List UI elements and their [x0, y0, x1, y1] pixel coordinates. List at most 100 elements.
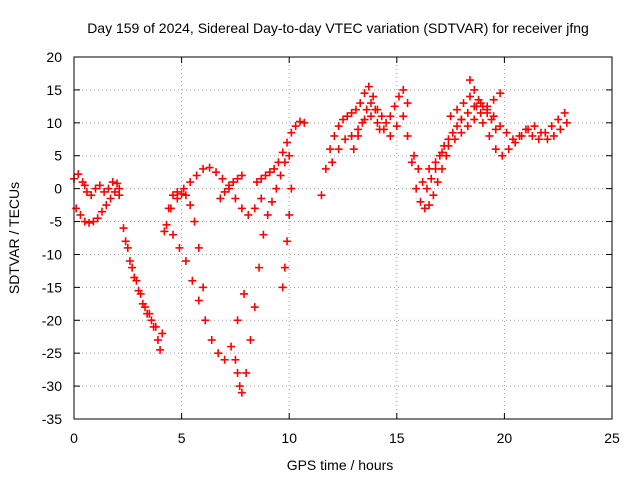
y-tick-label: 0	[54, 181, 62, 197]
data-point	[416, 197, 425, 206]
data-point	[431, 158, 440, 167]
x-tick-label: 5	[178, 430, 186, 446]
data-point	[498, 151, 507, 160]
data-point	[128, 263, 137, 272]
data-point	[366, 99, 375, 108]
data-point	[521, 125, 530, 134]
data-point	[457, 128, 466, 137]
data-point	[364, 82, 373, 91]
data-point	[82, 187, 91, 196]
data-point	[414, 164, 423, 173]
data-point	[134, 286, 143, 295]
data-point	[91, 184, 100, 193]
data-point	[255, 263, 264, 272]
data-point	[343, 112, 352, 121]
plot-border	[73, 56, 613, 420]
data-point	[158, 329, 167, 338]
data-point	[543, 135, 552, 144]
data-point	[478, 118, 487, 127]
data-point	[369, 92, 378, 101]
data-point	[425, 201, 434, 210]
data-point	[554, 115, 563, 124]
data-point	[463, 108, 472, 117]
data-point	[173, 194, 182, 203]
data-point	[347, 108, 356, 117]
data-point	[233, 174, 242, 183]
data-point	[547, 122, 556, 131]
data-point	[283, 237, 292, 246]
data-point	[351, 105, 360, 114]
data-point	[179, 184, 188, 193]
y-tick-label: -5	[50, 214, 63, 230]
data-point	[530, 122, 539, 131]
data-point	[97, 207, 106, 216]
data-point	[218, 174, 227, 183]
data-point	[470, 115, 479, 124]
data-point	[237, 388, 246, 397]
data-point	[339, 115, 347, 124]
data-point	[491, 145, 500, 154]
data-point	[201, 316, 210, 325]
data-point	[257, 174, 266, 183]
data-point	[474, 95, 483, 104]
data-point	[130, 273, 139, 282]
data-point	[166, 204, 175, 213]
x-axis-ticks: 0 5 10 15 20 25	[70, 57, 620, 446]
data-point	[237, 204, 246, 213]
data-point	[390, 102, 399, 111]
data-point	[104, 184, 113, 193]
y-axis-ticks: 20 15 10 5 0 -5 -10 -15 -20 -25 -30 -35	[42, 49, 612, 427]
data-point	[450, 135, 459, 144]
data-point	[235, 382, 244, 391]
data-point	[186, 201, 195, 210]
data-point	[496, 122, 505, 131]
data-point	[394, 92, 403, 101]
x-tick-label: 15	[389, 430, 405, 446]
y-tick-label: -10	[42, 246, 62, 262]
data-point	[326, 145, 335, 154]
data-point	[366, 112, 375, 121]
data-point	[220, 355, 229, 364]
data-point	[194, 243, 203, 252]
data-point	[76, 210, 85, 219]
data-point	[412, 184, 421, 193]
data-point	[89, 217, 98, 226]
y-axis-title: SDTVAR / TECUs	[6, 182, 22, 294]
data-point	[285, 151, 294, 160]
data-point	[216, 194, 225, 203]
data-point	[429, 191, 438, 200]
data-point	[199, 283, 208, 292]
data-point	[300, 118, 309, 127]
data-point	[263, 210, 272, 219]
data-point	[175, 243, 184, 252]
x-tick-label: 10	[281, 430, 297, 446]
data-point	[444, 141, 453, 150]
data-point	[453, 105, 462, 114]
data-point	[259, 230, 268, 239]
data-point	[287, 128, 296, 137]
data-point	[240, 289, 249, 298]
data-point	[265, 168, 274, 177]
data-point	[80, 181, 89, 190]
data-point	[562, 118, 571, 127]
data-point	[80, 217, 89, 226]
data-point	[418, 178, 427, 187]
data-point	[446, 112, 455, 121]
data-point	[427, 174, 436, 183]
data-point	[317, 191, 326, 200]
data-point	[457, 115, 466, 124]
data-point	[237, 171, 246, 180]
data-point	[224, 181, 233, 190]
data-point	[244, 210, 253, 219]
data-point	[138, 299, 147, 308]
data-point	[190, 217, 199, 226]
data-point	[85, 218, 94, 227]
data-point	[399, 112, 408, 121]
data-point	[72, 204, 81, 213]
data-points	[70, 76, 571, 397]
data-point	[123, 243, 132, 252]
data-point	[375, 125, 384, 134]
data-point	[93, 214, 102, 223]
y-tick-label: -20	[42, 312, 62, 328]
data-point	[287, 184, 296, 193]
